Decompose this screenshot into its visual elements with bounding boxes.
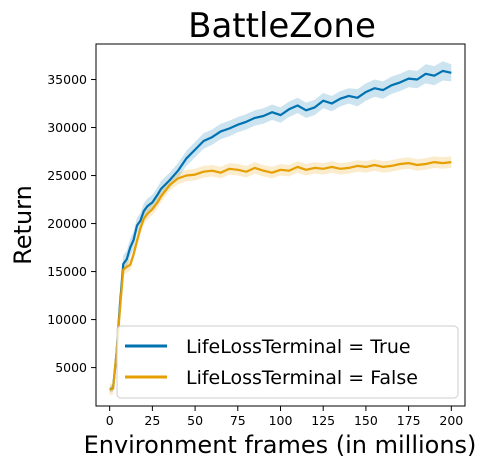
- y-tick-label: 20000: [47, 216, 87, 231]
- x-tick-label: 200: [439, 413, 463, 428]
- series-line-1: [109, 161, 452, 391]
- lines-layer: [109, 69, 452, 391]
- plot-area: [95, 43, 466, 407]
- legend-entry-true: LifeLossTerminal = True: [186, 336, 411, 358]
- x-tick-label: 75: [230, 413, 246, 428]
- x-tick-label: 175: [397, 413, 421, 428]
- y-tick-label: 15000: [47, 264, 87, 279]
- legend: LifeLossTerminal = True LifeLossTerminal…: [116, 325, 459, 399]
- x-tick-label: 125: [311, 413, 335, 428]
- x-axis-ticks: 0 25 50 75 100 125 150 175 200: [106, 406, 463, 428]
- legend-entry-false: LifeLossTerminal = False: [186, 367, 418, 389]
- legend-frame: [116, 325, 459, 399]
- x-tick-label: 50: [187, 413, 203, 428]
- y-tick-label: 25000: [47, 168, 87, 183]
- y-axis-ticks: 5000 10000 15000 20000 25000 30000 35000: [47, 72, 96, 375]
- y-tick-label: 30000: [47, 120, 87, 135]
- x-axis-label: Environment frames (in millions): [84, 431, 477, 459]
- x-tick-label: 0: [106, 413, 114, 428]
- y-tick-label: 35000: [47, 72, 87, 87]
- x-tick-label: 100: [269, 413, 293, 428]
- chart-title: BattleZone: [188, 6, 376, 46]
- series-line-0: [109, 69, 452, 391]
- y-axis-label: Return: [9, 185, 37, 265]
- y-tick-label: 10000: [47, 312, 87, 327]
- series-band-0: [109, 61, 452, 393]
- bands-layer: [109, 61, 452, 396]
- y-tick-label: 5000: [55, 360, 87, 375]
- x-tick-label: 25: [144, 413, 160, 428]
- x-tick-label: 150: [354, 413, 378, 428]
